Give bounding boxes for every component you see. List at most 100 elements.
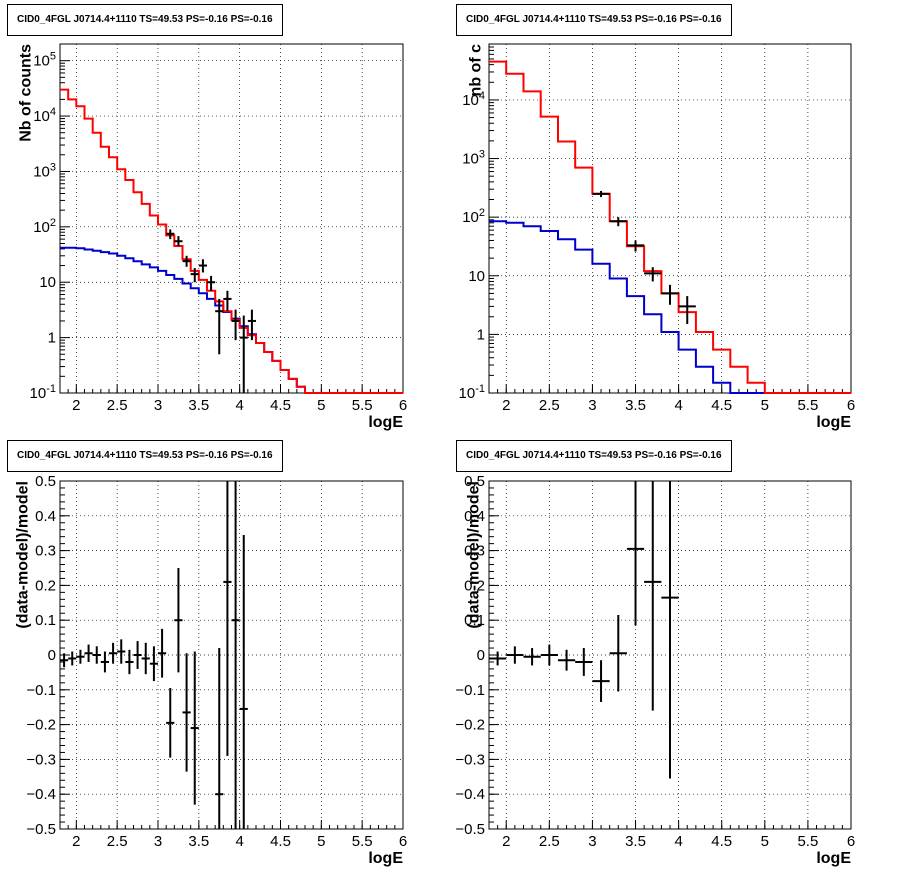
x-tick-label: 5 [317, 397, 325, 414]
x-tick-label: 4 [674, 833, 682, 850]
data-point [678, 296, 696, 325]
x-tick-label: 2.5 [107, 397, 128, 414]
model-total-histogram [489, 60, 851, 394]
x-tick-label: 3.5 [625, 397, 646, 414]
y-tick-label: 0 [48, 647, 56, 664]
residual-point [133, 641, 142, 669]
chart-panel-1: 2 2.5 3 3.5 4 4.5 5 5.5 6 10-1 1 10 102 103 104 105 logE… [17, 43, 407, 431]
residual-point [141, 642, 150, 675]
residual-point [84, 644, 93, 662]
data-point [661, 284, 679, 305]
y-tick-label: −0.5 [455, 821, 485, 838]
y-axis-title: (data-model)/model [14, 481, 31, 629]
y-tick-label: −0.4 [26, 786, 56, 803]
data-point [223, 290, 232, 312]
residual-point [644, 481, 662, 711]
x-tick-label: 6 [399, 397, 407, 414]
residual-point [92, 646, 101, 664]
x-tick-label: 5.5 [797, 397, 818, 414]
x-axis-title: logE [816, 414, 851, 431]
y-tick-label: 0.2 [35, 577, 56, 594]
y-tick-label: 10-1 [30, 383, 56, 402]
residual-point [489, 651, 507, 666]
x-tick-label: 4.5 [270, 397, 291, 414]
data-point [609, 217, 627, 227]
x-tick-label: 2.5 [539, 397, 560, 414]
data-point [247, 309, 256, 341]
x-tick-label: 5 [761, 397, 769, 414]
residual-point [215, 648, 224, 829]
x-tick-label: 3 [154, 833, 162, 850]
residual-point [506, 646, 524, 664]
data-point [231, 309, 240, 341]
x-tick-label: 2 [502, 833, 510, 850]
chart-panel-4: 2 2.5 3 3.5 4 4.5 5 5.5 6 −0.5 −0.4 −0.3 −0.2 −0.1 0 0.… [455, 473, 855, 867]
x-tick-label: 4 [235, 397, 243, 414]
x-tick-label: 3.5 [188, 397, 209, 414]
x-tick-label: 5.5 [352, 833, 373, 850]
y-tick-label: 10-1 [459, 383, 485, 402]
x-tick-label: 3.5 [188, 833, 209, 850]
residual-point [239, 534, 248, 829]
x-tick-label: 5.5 [797, 833, 818, 850]
x-tick-label: 5 [761, 833, 769, 850]
x-tick-label: 2 [502, 397, 510, 414]
plot-frame [488, 43, 852, 394]
residual-point [117, 639, 126, 664]
y-tick-label: 104 [33, 106, 56, 125]
model-total-histogram [60, 88, 403, 394]
data-point [182, 255, 191, 267]
residual-point [626, 481, 645, 626]
residual-point [231, 481, 240, 829]
y-axis-title: nb of c [467, 44, 484, 97]
x-tick-label: 5 [317, 833, 325, 850]
y-tick-label: 10 [468, 268, 485, 285]
y-tick-label: −0.1 [26, 682, 56, 699]
x-tick-label: 3 [588, 833, 596, 850]
x-tick-label: 5.5 [352, 397, 373, 414]
y-tick-label: 1 [48, 330, 56, 347]
data-point [198, 259, 207, 273]
data-point [190, 268, 199, 283]
x-axis-title: logE [368, 414, 403, 431]
y-tick-label: 0.1 [35, 612, 56, 629]
y-tick-label: 0.4 [35, 508, 56, 525]
x-tick-label: 6 [847, 833, 855, 850]
panel-title-top-left: CID0_4FGL J0714.4+1110 TS=49.53 PS=-0.16… [7, 4, 283, 36]
y-tick-label: −0.2 [26, 717, 56, 734]
residual-point [223, 481, 232, 756]
x-tick-label: 3.5 [625, 833, 646, 850]
residual-point [100, 651, 109, 673]
chart-panel-2: 2 2.5 3 3.5 4 4.5 5 5.5 6 10-1 1 10 102 103 104 logE nb … [459, 43, 855, 431]
y-tick-label: 0.2 [464, 577, 485, 594]
y-tick-label: 10 [39, 274, 56, 291]
x-tick-label: 4.5 [711, 833, 732, 850]
residual-point [592, 660, 610, 702]
x-tick-label: 4.5 [270, 833, 291, 850]
model-component-histogram [489, 220, 851, 394]
y-tick-label: 0.3 [464, 543, 485, 560]
data-point [626, 240, 645, 252]
residual-point [557, 649, 576, 671]
residual-point [68, 651, 77, 666]
data-point [207, 275, 216, 291]
residual-point [166, 688, 175, 758]
x-axis-title: logE [816, 850, 851, 867]
x-tick-label: 4.5 [711, 397, 732, 414]
y-tick-label: −0.3 [455, 751, 485, 768]
residual-point [60, 653, 69, 668]
plot-frame [59, 480, 404, 830]
residual-point [109, 642, 118, 664]
y-tick-label: −0.5 [26, 821, 56, 838]
data-point [174, 236, 183, 247]
chart-panel-3: 2 2.5 3 3.5 4 4.5 5 5.5 6 −0.5 −0.4 −0.3 −0.2 −0.1 0 0.… [14, 473, 407, 867]
y-tick-label: 0.5 [464, 473, 485, 490]
x-tick-label: 4 [674, 397, 682, 414]
y-tick-label: 102 [33, 217, 56, 236]
residual-point [575, 648, 593, 676]
residual-point [190, 651, 199, 805]
y-tick-label: 102 [462, 207, 485, 226]
plot-frame [59, 43, 404, 394]
y-tick-label: 0 [477, 647, 485, 664]
data-point [215, 298, 224, 355]
